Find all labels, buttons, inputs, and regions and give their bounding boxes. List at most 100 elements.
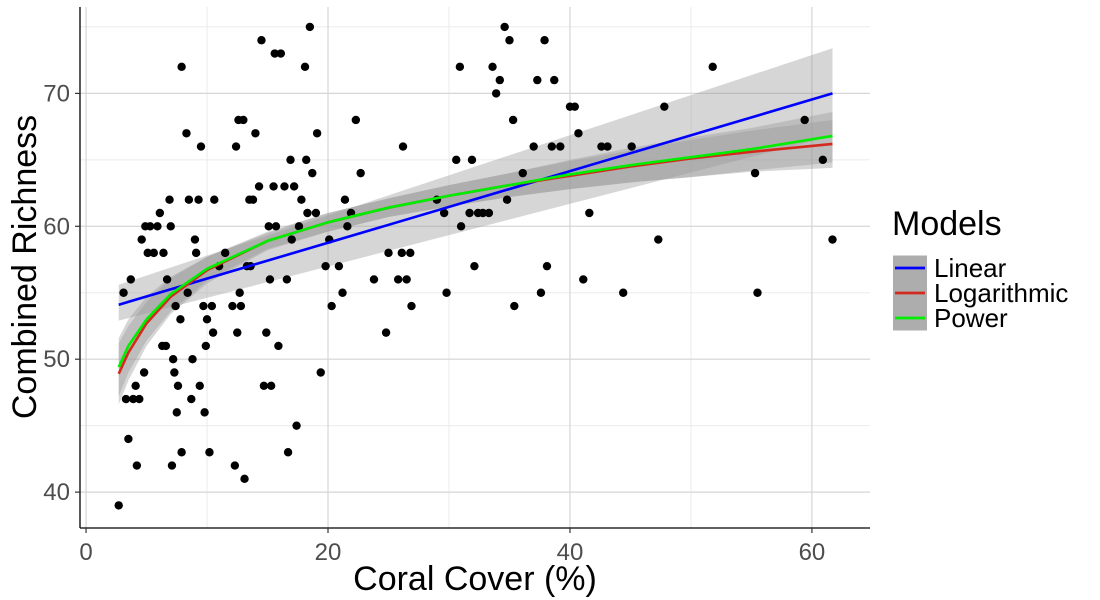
data-point	[119, 288, 128, 297]
data-point	[452, 155, 461, 165]
data-point	[327, 301, 336, 311]
data-point	[283, 448, 293, 457]
data-point	[536, 288, 546, 297]
data-point	[308, 168, 317, 178]
data-point	[407, 301, 416, 311]
data-point	[529, 142, 538, 151]
data-point	[200, 408, 209, 417]
data-point	[542, 261, 552, 271]
legend-label-logarithmic: Logarithmic	[934, 278, 1068, 308]
data-point	[585, 208, 594, 218]
data-point	[210, 195, 219, 204]
data-point	[257, 36, 266, 45]
data-point	[236, 301, 246, 311]
data-point	[338, 288, 347, 297]
data-point	[166, 222, 175, 231]
data-point	[207, 301, 217, 311]
data-point	[384, 248, 393, 258]
data-point	[828, 235, 837, 244]
data-point	[654, 235, 663, 244]
data-point	[502, 195, 512, 204]
data-point	[266, 381, 276, 390]
data-point	[488, 62, 497, 72]
data-point	[303, 208, 312, 218]
data-point	[155, 208, 165, 218]
data-point	[556, 142, 565, 151]
y-tick-label: 70	[43, 80, 70, 107]
data-point	[114, 501, 123, 510]
data-point	[340, 195, 350, 204]
data-point	[259, 381, 269, 390]
data-point	[183, 288, 192, 297]
data-point	[190, 235, 200, 244]
data-point	[286, 155, 295, 165]
data-point	[139, 368, 149, 377]
data-point	[439, 208, 449, 218]
data-point	[455, 62, 465, 72]
data-point	[343, 222, 352, 231]
data-point	[177, 62, 186, 72]
data-point	[270, 49, 279, 58]
data-point	[269, 182, 278, 191]
data-point	[170, 368, 179, 377]
data-point	[597, 142, 606, 151]
y-tick-label: 60	[43, 213, 70, 240]
data-point	[500, 22, 509, 32]
x-tick-label: 60	[799, 539, 826, 566]
data-point	[406, 248, 415, 258]
x-axis-title: Coral Cover (%)	[353, 560, 597, 598]
data-point	[173, 381, 183, 390]
data-point	[137, 235, 146, 244]
data-point	[276, 49, 286, 58]
data-point	[177, 448, 186, 457]
data-point	[121, 394, 131, 404]
data-point	[351, 115, 361, 125]
data-point	[297, 195, 306, 204]
data-point	[381, 328, 391, 337]
data-point	[356, 168, 365, 178]
data-point	[518, 168, 527, 178]
data-point	[442, 288, 451, 297]
data-point	[818, 155, 828, 165]
data-point	[465, 208, 474, 218]
data-point	[162, 275, 172, 284]
y-tick-label: 50	[43, 346, 70, 373]
data-point	[184, 195, 194, 204]
data-point	[280, 182, 289, 191]
data-point	[294, 222, 304, 231]
x-tick-label: 0	[79, 539, 92, 566]
legend-title: Models	[892, 205, 1002, 243]
data-point	[708, 62, 717, 72]
data-point	[191, 248, 201, 258]
data-point	[302, 155, 311, 165]
data-point	[188, 355, 197, 364]
data-point	[540, 36, 549, 45]
data-point	[311, 208, 321, 218]
data-point	[574, 129, 583, 138]
data-point	[570, 102, 580, 111]
data-point	[470, 261, 479, 271]
data-point	[131, 381, 140, 390]
data-point	[289, 182, 299, 191]
data-point	[159, 248, 168, 258]
data-point	[201, 341, 211, 351]
data-point	[510, 301, 519, 311]
data-point	[199, 301, 208, 311]
data-point	[251, 129, 260, 138]
data-point	[660, 102, 669, 111]
line-power	[117, 134, 833, 368]
data-point	[402, 275, 411, 284]
data-point	[235, 288, 244, 297]
data-point	[533, 75, 542, 85]
data-point	[126, 275, 136, 284]
data-point	[153, 222, 162, 231]
data-point	[397, 248, 407, 258]
x-tick-label: 20	[315, 539, 342, 566]
data-point	[231, 142, 241, 151]
data-point	[262, 328, 271, 337]
data-point	[271, 222, 281, 231]
data-point	[334, 261, 344, 271]
data-point	[750, 168, 760, 178]
